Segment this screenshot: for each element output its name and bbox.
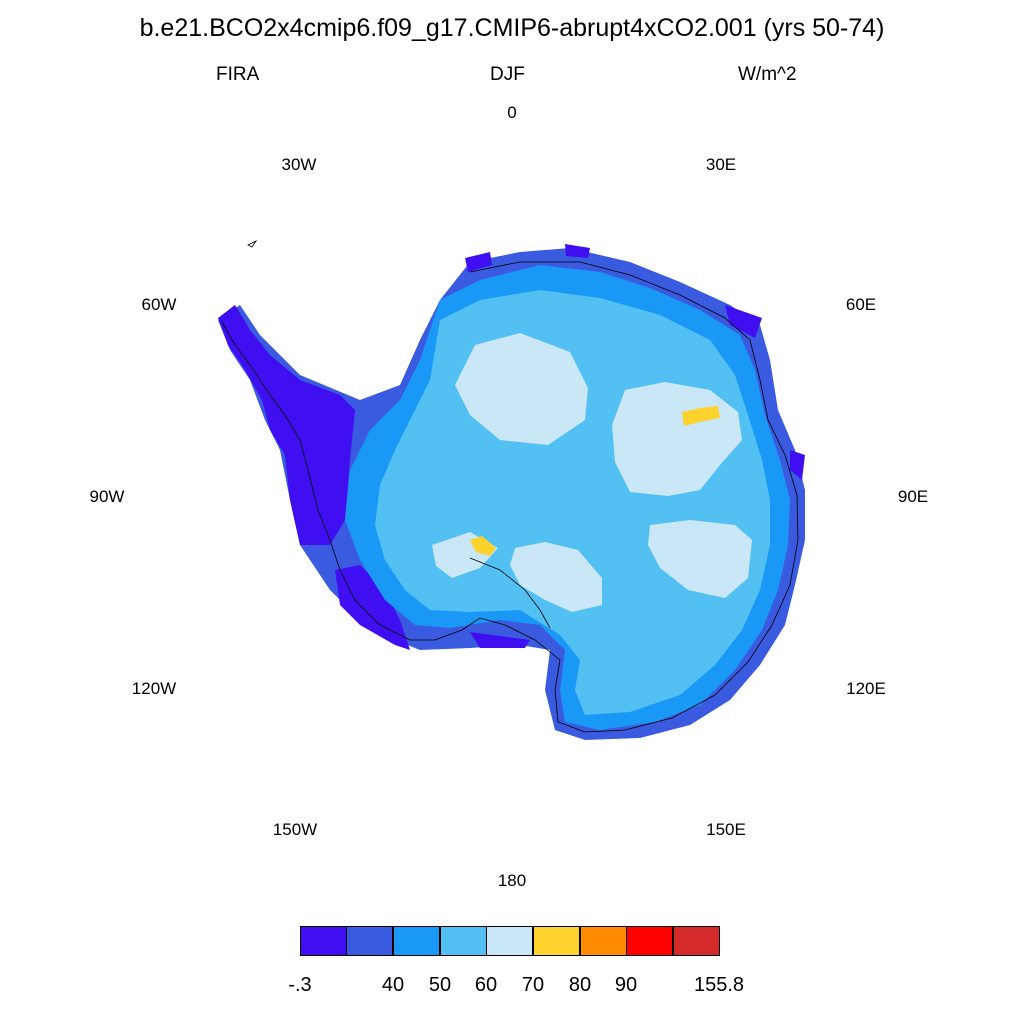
lon-label-0: 0 (507, 103, 517, 122)
variable-label: FIRA (216, 64, 260, 85)
colorbar-swatch-6 (533, 926, 580, 956)
colorbar-label-3: 50 (428, 974, 452, 996)
peninsula-region (218, 244, 805, 650)
colorbar-label-4: 60 (474, 974, 498, 996)
colorbar-swatch-8 (626, 926, 673, 956)
lon-label-30w: 30W (281, 155, 317, 174)
region-below-40-amundsen (335, 565, 410, 650)
colorbar-swatch-7 (580, 926, 627, 956)
units-label: W/m^2 (738, 64, 797, 85)
colorbar-label-8: 155.8 (693, 974, 745, 996)
region-80-90-b (470, 536, 496, 556)
colorbar-swatch-3 (393, 926, 440, 956)
region-70-80-c (648, 520, 752, 598)
region-below-40-weddell (465, 252, 492, 272)
lon-label-60e: 60E (845, 295, 877, 314)
season-label: DJF (490, 64, 525, 85)
region-70-80-d (510, 542, 602, 612)
coastline (221, 239, 799, 733)
region-70-80-a (455, 333, 588, 445)
lon-label-150w: 150W (272, 820, 318, 839)
region-below-40-ross (470, 632, 530, 648)
lon-label-150e: 150E (706, 820, 746, 839)
colorbar-label-1: -.3 (288, 974, 312, 996)
colorbar-swatch-9 (673, 926, 720, 956)
colorbar-label-5: 70 (521, 974, 545, 996)
lon-label-90e: 90E (897, 487, 929, 506)
plot-title: b.e21.BCO2x4cmip6.f09_g17.CMIP6-abrupt4x… (139, 14, 885, 42)
region-below-40-peninsula (218, 305, 355, 545)
colorbar-swatch-4 (440, 926, 487, 956)
region-below-40-east1 (565, 244, 590, 258)
colorbar-label-2: 40 (381, 974, 405, 996)
region-80-90-a (682, 406, 720, 426)
lon-label-60w: 60W (141, 295, 177, 314)
lon-label-180: 180 (497, 871, 527, 890)
lon-label-120e: 120E (846, 679, 886, 698)
hotspots-80-90 (470, 406, 720, 556)
colorbar-swatch-5 (486, 926, 533, 956)
region-below-40-east2 (725, 305, 762, 338)
colorbar-label-7: 90 (614, 974, 638, 996)
colorbar-swatch-2 (346, 926, 393, 956)
lon-label-30e: 30E (705, 155, 737, 174)
lon-label-120w: 120W (131, 679, 177, 698)
colorbar-swatch-1 (300, 926, 347, 956)
region-below-40-east3 (790, 450, 805, 480)
lon-label-90w: 90W (89, 487, 125, 506)
colorbar-label-6: 80 (568, 974, 592, 996)
